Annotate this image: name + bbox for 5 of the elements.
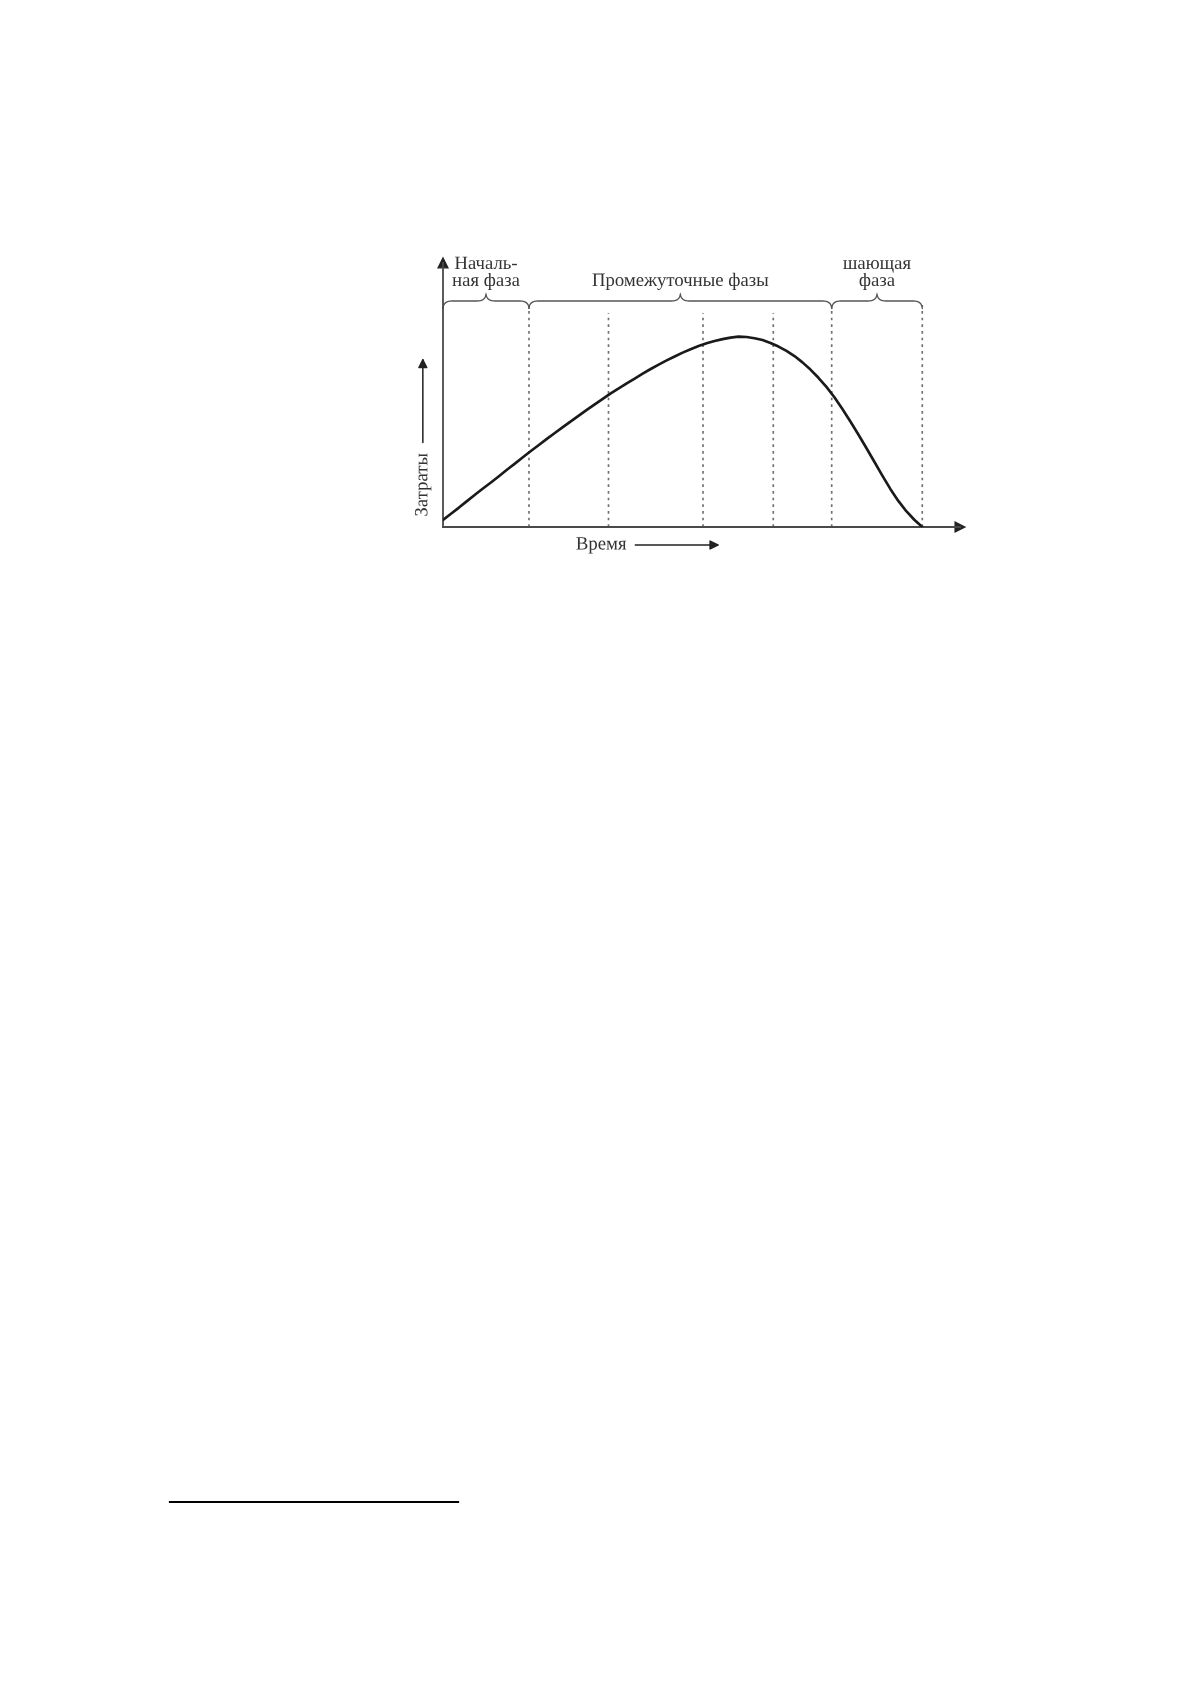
x-axis-title: Время	[576, 537, 627, 554]
y-axis-title: Затраты	[414, 453, 432, 516]
text: Промежуточные фазы	[592, 272, 769, 290]
text: шающая фаза	[843, 260, 911, 290]
text: Началь- ная фаза	[452, 256, 520, 290]
